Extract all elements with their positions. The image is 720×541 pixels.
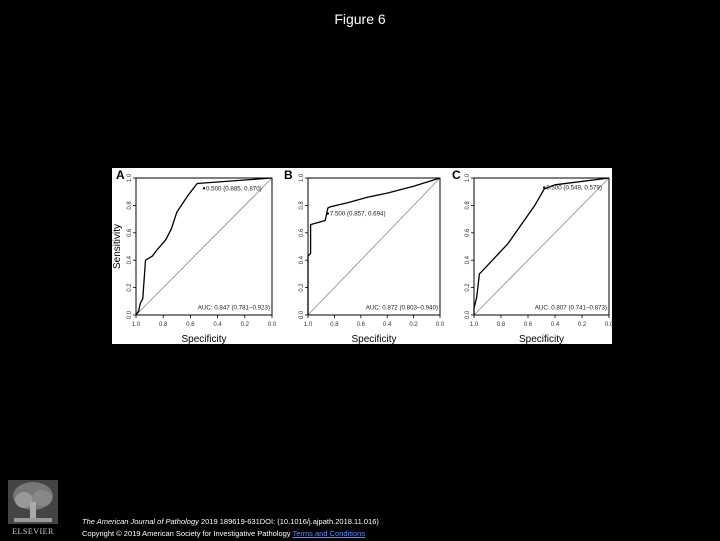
y-tick-label: 0.2 [299, 283, 305, 292]
panel-label-B: B [284, 168, 293, 182]
x-tick-label: 0.0 [436, 322, 445, 328]
y-tick-label: 0.4 [465, 255, 471, 264]
roc-curve-line [135, 177, 273, 316]
auc-annotation: AUC: 0.847 (0.781–0.923) [198, 305, 270, 312]
journal-name: The American Journal of Pathology [82, 517, 199, 526]
reference-diagonal [473, 177, 610, 316]
y-tick-label: 0.8 [127, 201, 133, 210]
x-tick-label: 0.2 [578, 322, 587, 328]
citation-text: 2019 189619-631DOI: (10.1016/j.ajpath.20… [198, 517, 379, 526]
roc-figure: A 1.0 0.8 0.6 0.4 0.2 0.0 0.0 0.2 0.4 0.6 0.8 1.0 Spe… [112, 168, 612, 344]
y-tick-label: 1.0 [299, 173, 305, 182]
x-tick-label: 0.4 [551, 322, 560, 328]
copyright-line: Copyright © 2019 American Society for In… [82, 529, 365, 538]
roc-curve-line [307, 177, 441, 315]
roc-curves-chart: A1.0 0.8 0.6 0.4 0.2 0.00.00.20.40.60.81.0Spe… [112, 168, 612, 344]
x-tick-label: 0.6 [186, 322, 195, 328]
panel-label-A: A [116, 168, 125, 182]
roc-curve-line [473, 177, 610, 315]
x-axis-label: Specificity [181, 334, 226, 344]
y-tick-label: 1.0 [465, 173, 471, 182]
x-axis-label: Specificity [519, 334, 564, 344]
cutoff-annotation: 0.500 (0.885, 0.870) [206, 185, 262, 192]
x-tick-label: 0.6 [524, 322, 533, 328]
x-tick-label: 0.0 [605, 322, 612, 328]
y-tick-label: 1.0 [127, 173, 133, 182]
y-tick-label: 0.2 [127, 283, 133, 292]
elsevier-wordmark: ELSEVIER [12, 527, 54, 536]
x-tick-label: 1.0 [470, 322, 479, 328]
y-tick-label: 0.0 [465, 310, 471, 319]
y-tick-label: 0.4 [299, 255, 305, 264]
reference-diagonal [135, 177, 273, 316]
auc-annotation: AUC: 0.872 (0.803–0.940) [366, 305, 438, 312]
x-tick-label: 0.0 [268, 322, 277, 328]
cutoff-point [543, 186, 546, 189]
cutoff-point [326, 212, 329, 215]
cutoff-point [202, 187, 206, 190]
terms-link[interactable]: Terms and Conditions [292, 529, 366, 538]
y-axis-label: Sensitivity [112, 224, 123, 269]
figure-title: Figure 6 [334, 11, 386, 27]
citation-line: The American Journal of Pathology 2019 1… [82, 517, 379, 526]
x-tick-label: 1.0 [304, 322, 313, 328]
y-tick-label: 0.8 [465, 201, 471, 210]
y-tick-label: 0.4 [127, 255, 133, 264]
x-tick-label: 1.0 [132, 322, 141, 328]
plot-frame [307, 177, 441, 316]
x-tick-label: 0.8 [330, 322, 339, 328]
copyright-text: Copyright © 2019 American Society for In… [82, 529, 293, 538]
x-tick-label: 0.4 [383, 322, 392, 328]
x-tick-label: 0.6 [357, 322, 366, 328]
y-tick-label: 0.2 [465, 283, 471, 292]
x-tick-label: 0.4 [213, 322, 222, 328]
reference-diagonal [307, 177, 441, 316]
cutoff-annotation: 0.500 (0.549, 0.579) [546, 185, 602, 192]
x-tick-label: 0.2 [241, 322, 250, 328]
y-tick-label: 0.6 [127, 228, 133, 237]
y-tick-label: 0.0 [127, 310, 133, 319]
plot-frame [135, 177, 273, 316]
x-axis-label: Specificity [351, 334, 396, 344]
y-tick-label: 0.6 [465, 228, 471, 237]
y-tick-label: 0.8 [299, 201, 305, 210]
x-tick-label: 0.2 [409, 322, 418, 328]
auc-annotation: AUC: 0.807 (0.741–0.873) [535, 305, 607, 312]
cutoff-annotation: 7.500 (0.857, 0.694) [330, 211, 386, 218]
y-tick-label: 0.6 [299, 228, 305, 237]
y-tick-label: 0.0 [299, 310, 305, 319]
panel-label-C: C [452, 168, 461, 182]
elsevier-tree-icon [8, 480, 58, 524]
x-tick-label: 0.8 [497, 322, 506, 328]
x-tick-label: 0.8 [159, 322, 168, 328]
plot-frame [473, 177, 610, 316]
elsevier-logo: ELSEVIER [6, 478, 60, 536]
